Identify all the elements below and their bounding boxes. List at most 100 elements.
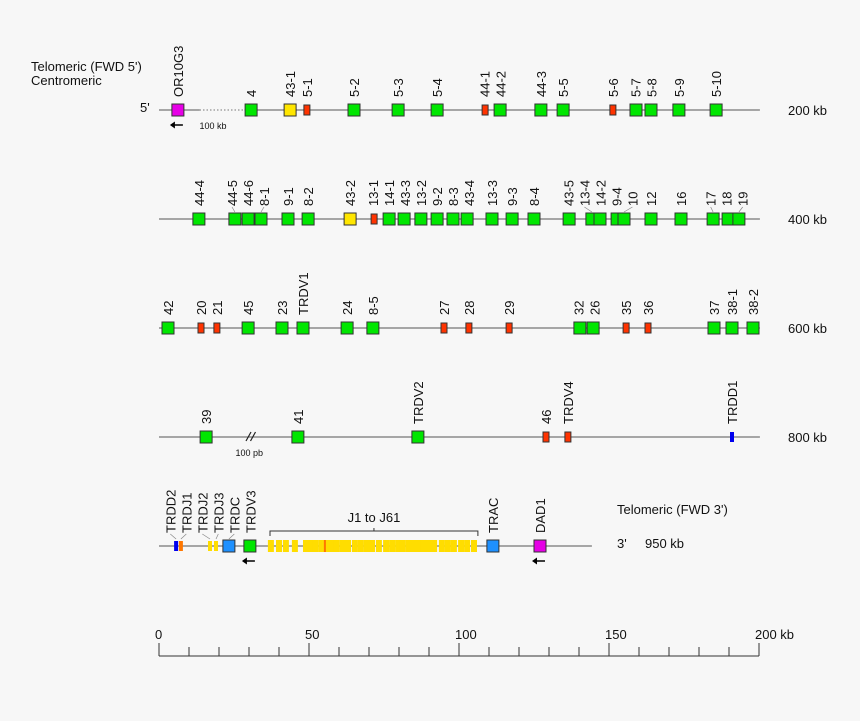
gene-13-3[interactable]: 13-3 — [485, 180, 500, 226]
gene-label: 43-4 — [462, 180, 477, 206]
axis-tick-label: 50 — [305, 627, 319, 642]
gene-29[interactable]: 29 — [502, 301, 517, 334]
gene-46[interactable]: 46 — [539, 410, 554, 443]
gene-trdd1[interactable]: TRDD1 — [725, 381, 740, 442]
gene-8-2[interactable]: 8-2 — [301, 187, 316, 226]
gene-or10g3[interactable]: OR10G3 — [169, 46, 186, 129]
gene-box — [281, 212, 295, 226]
gene-27[interactable]: 27 — [437, 301, 452, 334]
gene-5-6[interactable]: 5-6 — [606, 78, 621, 116]
gene-box — [644, 103, 658, 117]
gene-box — [222, 539, 236, 553]
gene-5-8[interactable]: 5-8 — [644, 78, 660, 117]
gene-label: TRDJ2 — [195, 493, 210, 533]
gene-9-3[interactable]: 9-3 — [505, 187, 520, 226]
gene-box — [629, 103, 643, 117]
axis-tick-label: 150 — [605, 627, 627, 642]
gene-trdv3[interactable]: TRDV3 — [241, 490, 258, 565]
gene-43-4[interactable]: 43-4 — [460, 180, 477, 226]
gene-box — [534, 103, 548, 117]
gene-44-5[interactable]: 44-5 — [225, 180, 242, 226]
gene-24[interactable]: 24 — [340, 301, 355, 335]
gene-37[interactable]: 37 — [707, 301, 722, 335]
gene-box — [730, 432, 734, 442]
gene-28[interactable]: 28 — [462, 301, 477, 334]
gene-box — [493, 103, 507, 117]
gene-trdc[interactable]: TRDC — [222, 497, 242, 553]
gene-44-1[interactable]: 44-1 — [478, 71, 493, 116]
gene-trdv1[interactable]: TRDV1 — [296, 272, 311, 335]
gene-8-3[interactable]: 8-3 — [446, 187, 461, 226]
gene-trdj3[interactable]: TRDJ3 — [211, 493, 226, 551]
j-segment — [303, 540, 309, 552]
gene-32[interactable]: 32 — [572, 301, 587, 335]
gene-19[interactable]: 19 — [732, 192, 751, 226]
gene-44-3[interactable]: 44-3 — [534, 71, 549, 117]
gene-label: 13-4 — [577, 180, 592, 206]
gene-dad1[interactable]: DAD1 — [532, 498, 548, 565]
gene-box — [340, 321, 354, 335]
gene-5-9[interactable]: 5-9 — [672, 78, 687, 117]
gene-trdd2[interactable]: TRDD2 — [163, 490, 178, 551]
gene-39[interactable]: 39 — [199, 410, 214, 444]
j-segment — [431, 540, 438, 552]
gene-trdv2[interactable]: TRDV2 — [411, 381, 426, 444]
gene-21[interactable]: 21 — [210, 301, 225, 334]
gene-4[interactable]: 4 — [244, 90, 259, 117]
j-segment-orange — [323, 540, 326, 552]
gene-trdj2[interactable]: TRDJ2 — [195, 493, 212, 551]
gene-5-2[interactable]: 5-2 — [347, 78, 362, 117]
gene-18[interactable]: 18 — [720, 192, 735, 226]
gene-43-3[interactable]: 43-3 — [397, 180, 413, 226]
gene-9-2[interactable]: 9-2 — [430, 187, 445, 226]
gene-10[interactable]: 10 — [617, 192, 640, 226]
gene-9-1[interactable]: 9-1 — [281, 187, 296, 226]
gene-45[interactable]: 45 — [241, 301, 256, 335]
gene-13-1[interactable]: 13-1 — [366, 180, 381, 225]
gene-label: 41 — [291, 410, 306, 424]
gene-8-5[interactable]: 8-5 — [366, 296, 381, 335]
gene-5-4[interactable]: 5-4 — [430, 78, 445, 117]
gene-35[interactable]: 35 — [619, 301, 634, 334]
gene-44-4[interactable]: 44-4 — [192, 180, 207, 226]
gene-43-2[interactable]: 43-2 — [343, 180, 358, 226]
gene-12[interactable]: 12 — [644, 192, 659, 226]
gene-5-10[interactable]: 5-10 — [709, 71, 724, 117]
gene-trdv4[interactable]: TRDV4 — [561, 381, 576, 443]
gene-trdj1[interactable]: TRDJ1 — [178, 493, 194, 551]
gene-box — [430, 212, 444, 226]
gene-5-7[interactable]: 5-7 — [629, 78, 644, 117]
gene-36[interactable]: 36 — [641, 301, 656, 334]
gene-16[interactable]: 16 — [674, 192, 689, 226]
gene-label: OR10G3 — [171, 46, 186, 97]
gene-43-5[interactable]: 43-5 — [561, 180, 576, 226]
gene-44-6[interactable]: 44-6 — [241, 180, 256, 226]
gene-14-2[interactable]: 14-2 — [593, 180, 608, 226]
gene-5-3[interactable]: 5-3 — [391, 78, 406, 117]
gene-13-2[interactable]: 13-2 — [414, 180, 429, 226]
j-segment — [324, 540, 331, 552]
gene-23[interactable]: 23 — [275, 301, 290, 335]
gene-38-2[interactable]: 38-2 — [746, 289, 761, 335]
gene-box — [593, 212, 607, 226]
gene-label: 5-1 — [300, 78, 315, 97]
gene-8-4[interactable]: 8-4 — [527, 187, 542, 226]
j-segment — [375, 540, 382, 552]
gene-44-2[interactable]: 44-2 — [493, 71, 509, 117]
gene-41[interactable]: 41 — [291, 410, 306, 444]
j-segment — [399, 540, 406, 552]
gene-14-1[interactable]: 14-1 — [382, 180, 397, 226]
gene-38-1[interactable]: 38-1 — [725, 289, 740, 335]
gene-8-1[interactable]: 8-1 — [254, 187, 272, 226]
gene-5-5[interactable]: 5-5 — [556, 78, 571, 117]
gene-label: 43-1 — [283, 71, 298, 97]
gene-20[interactable]: 20 — [194, 301, 209, 334]
gene-trac[interactable]: TRAC — [486, 498, 501, 553]
gene-label: 5-3 — [391, 78, 406, 97]
gene-5-1[interactable]: 5-1 — [300, 78, 315, 116]
gene-42[interactable]: 42 — [161, 301, 176, 335]
gene-43-1[interactable]: 43-1 — [283, 71, 298, 117]
gene-26[interactable]: 26 — [586, 301, 603, 335]
gene-17[interactable]: 17 — [704, 192, 720, 226]
